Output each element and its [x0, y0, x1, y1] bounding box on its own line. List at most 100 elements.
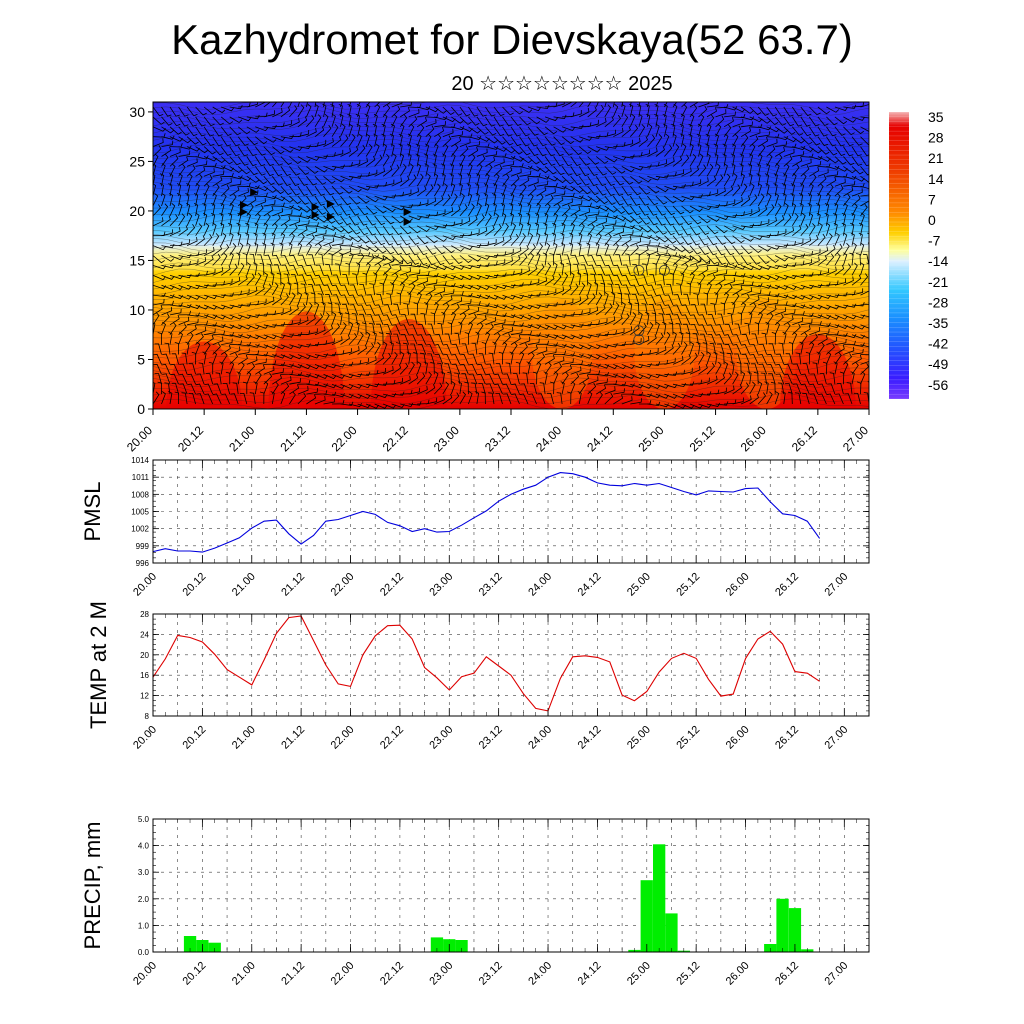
wind-barb	[561, 198, 573, 207]
wind-barb	[365, 393, 380, 399]
wind-barb	[783, 322, 791, 335]
wind-barb	[595, 232, 602, 246]
wind-barb	[212, 192, 217, 207]
wind-barb	[587, 119, 599, 128]
wind-barb	[862, 253, 869, 266]
wind-barb	[740, 195, 751, 207]
wind-barb	[186, 158, 198, 167]
wind-barb	[476, 106, 487, 117]
wind-barb	[246, 242, 251, 256]
wind-barb	[169, 284, 184, 290]
xtick-label: 24.12	[576, 571, 604, 599]
wind-barb	[502, 326, 514, 336]
wind-barb	[570, 360, 584, 365]
wind-barb	[834, 116, 848, 125]
wind-barb	[785, 383, 793, 395]
wind-barb	[459, 204, 468, 217]
wind-barb	[629, 312, 637, 326]
wind-barb	[553, 126, 567, 133]
heatmap-xtick-label: 25.00	[635, 423, 666, 454]
wind-barb	[331, 311, 337, 325]
wind-barb	[253, 232, 258, 246]
wind-barb	[595, 156, 609, 164]
wind-barb	[833, 222, 838, 236]
xtick-label: 24.12	[576, 724, 604, 752]
wind-barb	[254, 222, 259, 236]
wind-barb	[527, 106, 542, 112]
wind-barb	[493, 332, 501, 345]
wind-barb	[399, 153, 405, 167]
wind-barb	[342, 274, 350, 286]
wind-barb	[161, 321, 166, 335]
wind-barb	[740, 209, 753, 217]
wind-barb	[689, 193, 703, 199]
wind-barb	[408, 215, 422, 221]
wind-barb	[723, 245, 735, 256]
wind-barb	[413, 302, 418, 315]
wind-barb	[715, 115, 725, 128]
wind-barb	[868, 186, 869, 187]
wind-barb	[317, 293, 324, 306]
wind-barb	[373, 113, 378, 127]
wind-barb	[255, 112, 268, 118]
warm-bulge	[779, 334, 856, 409]
wind-barb	[578, 294, 589, 306]
wind-barb	[382, 257, 394, 266]
wind-barb	[263, 360, 277, 365]
wind-barb	[655, 145, 665, 157]
wind-barb	[860, 262, 865, 276]
wind-barb	[153, 353, 154, 355]
wind-barb	[791, 164, 800, 177]
wind-barb	[672, 215, 684, 226]
wind-barb	[425, 273, 439, 278]
wind-barb	[386, 293, 393, 306]
heatmap-xtick-label: 24.12	[584, 423, 615, 454]
wind-barb	[442, 255, 454, 265]
wind-barb	[749, 274, 763, 280]
wind-barb	[689, 102, 700, 108]
contour-line	[153, 316, 869, 328]
wind-barb	[740, 301, 746, 316]
wind-barb	[306, 234, 315, 246]
wind-barb	[406, 143, 412, 157]
wind-barb	[345, 262, 350, 276]
wind-barb	[705, 143, 710, 157]
wind-barb	[459, 126, 473, 132]
wind-barb	[212, 314, 226, 320]
wind-barb	[638, 113, 643, 127]
wind-barb	[562, 312, 575, 317]
wind-barb	[730, 361, 735, 375]
wind-barb	[715, 401, 729, 406]
wind-barb	[681, 167, 692, 177]
wind-barb	[221, 314, 235, 320]
wind-barb	[415, 153, 420, 167]
wind-barb	[817, 294, 831, 299]
wind-barb	[843, 242, 850, 256]
wind-barb	[503, 373, 512, 385]
wind-barb	[255, 136, 268, 145]
wind-barb	[634, 302, 640, 315]
wind-barb	[221, 172, 234, 178]
wind-barb	[510, 322, 524, 327]
wind-barb	[587, 306, 599, 316]
wind-barb	[348, 346, 360, 355]
wind-barb	[459, 231, 473, 237]
wind-barb	[238, 116, 252, 122]
wind-barb	[587, 106, 597, 118]
wind-barb	[186, 164, 196, 177]
wind-barb	[464, 381, 469, 395]
wind-barb	[451, 284, 465, 289]
wind-barb	[262, 242, 267, 256]
wind-barb	[706, 245, 718, 256]
wind-barb	[272, 368, 284, 375]
wind-barb	[808, 116, 820, 127]
wind-barb	[178, 213, 186, 227]
wind-barb	[604, 129, 616, 138]
wind-barb	[519, 393, 529, 405]
wind-barb	[255, 204, 264, 217]
wind-barb	[587, 370, 601, 375]
wind-barb	[675, 323, 682, 335]
wind-barb	[749, 143, 756, 157]
wind-barb	[459, 391, 466, 405]
wind-barb	[579, 321, 592, 327]
